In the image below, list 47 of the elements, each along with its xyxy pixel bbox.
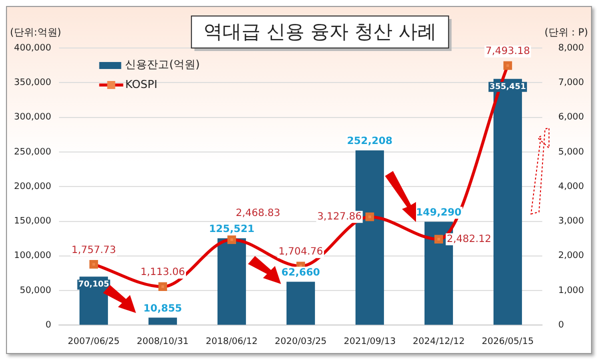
data-label: 355,451 [490, 82, 526, 91]
y-tick-label: 350,000 [14, 78, 52, 88]
y2-tick-label: 4,000 [558, 182, 584, 192]
y-tick-label: 0 [45, 320, 52, 331]
x-tick-label: 2021/09/13 [344, 336, 396, 347]
data-label: 2,468.83 [236, 208, 280, 220]
y2-tick-label: 7,000 [558, 78, 584, 88]
x-tick-label: 2007/06/25 [68, 336, 120, 347]
y-tick-label: 400,000 [14, 43, 52, 54]
x-tick-label: 2018/06/12 [206, 336, 258, 347]
bar [148, 318, 177, 325]
data-label: 3,127.86 [317, 211, 362, 222]
y-tick-label: 100,000 [14, 251, 52, 262]
y2-tick-label: 2,000 [558, 251, 584, 262]
y2-tick-label: 8,000 [558, 43, 584, 54]
x-tick-label: 2024/12/12 [412, 336, 465, 347]
y-axis-title: (단위:억원) [10, 28, 62, 39]
data-label: 252,208 [346, 136, 393, 148]
data-label: 1,704.76 [278, 246, 323, 258]
data-label: 2,482.12 [446, 234, 492, 245]
data-label: 7,493.18 [485, 46, 530, 58]
bar [217, 238, 246, 325]
y2-tick-label: 6,000 [558, 112, 584, 123]
y-tick-label: 50,000 [20, 286, 52, 296]
data-label: 1,757.73 [71, 244, 116, 256]
y2-tick-label: 5,000 [558, 147, 584, 158]
data-label: 125,521 [208, 224, 255, 235]
y-tick-label: 300,000 [14, 112, 52, 123]
legend-label: KOSPI [125, 78, 158, 91]
chart-title: 역대급 신용 융자 청산 사례 [203, 20, 437, 43]
y2-axis-title: (단위 : P) [544, 28, 588, 39]
legend-label: 신용잔고(억원) [125, 58, 200, 71]
data-label: 149,290 [416, 207, 462, 218]
data-label: 70,105 [78, 280, 110, 289]
y2-tick-label: 3,000 [558, 216, 584, 227]
data-label: 62,660 [281, 267, 320, 278]
x-tick-label: 2020/03/25 [274, 336, 327, 347]
data-label: 1,113.06 [140, 267, 185, 278]
x-tick-label: 2008/10/31 [136, 336, 189, 347]
x-tick-label: 2026/05/15 [482, 336, 534, 347]
bar [286, 282, 315, 325]
y-tick-label: 200,000 [14, 182, 52, 192]
y-tick-label: 150,000 [14, 216, 52, 227]
y-tick-label: 250,000 [14, 147, 52, 158]
y2-tick-label: 0 [558, 320, 564, 331]
data-label: 10,855 [143, 303, 182, 314]
y2-tick-label: 1,000 [558, 286, 584, 296]
